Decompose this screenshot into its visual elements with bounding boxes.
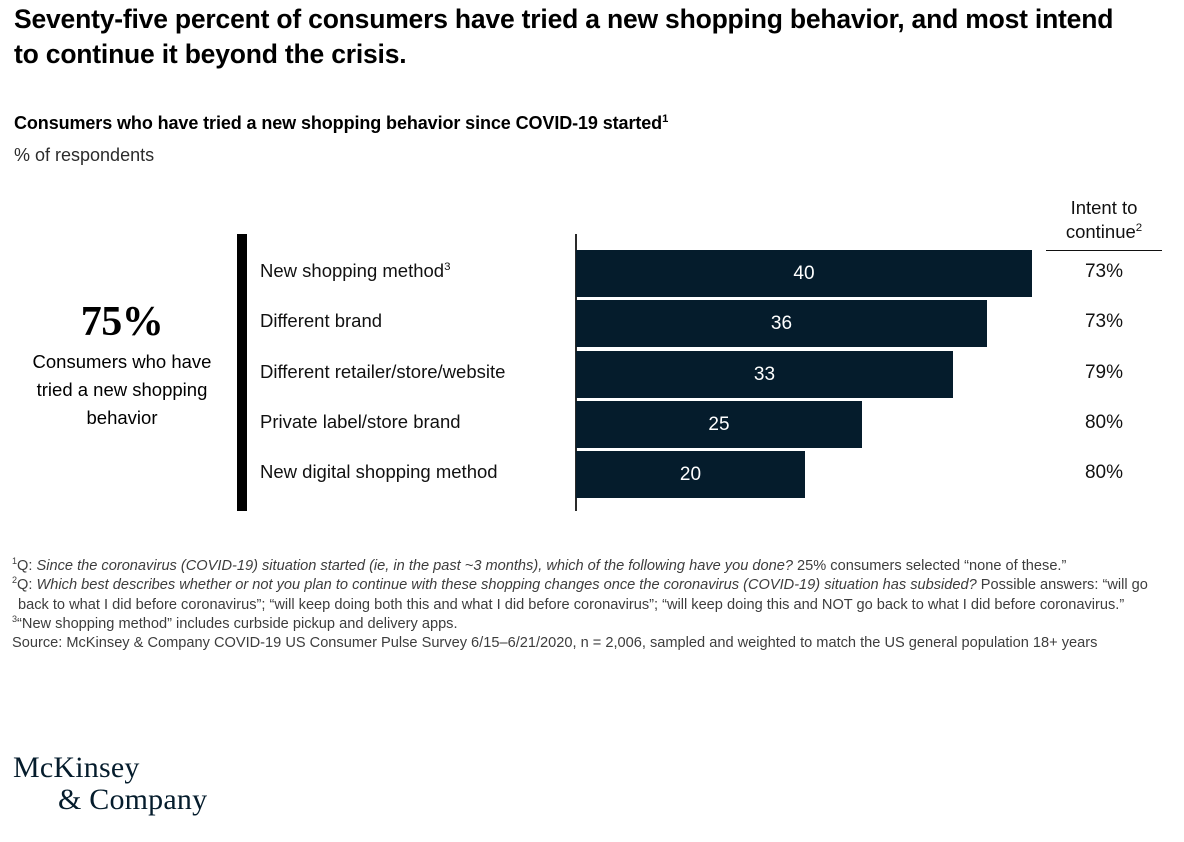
chart-units-label: % of respondents <box>14 145 155 165</box>
mckinsey-logo-line2: & Company <box>58 783 208 817</box>
intent-header-line2: continue <box>1065 221 1136 243</box>
intent-value-different-retailer: 79% <box>1084 362 1124 383</box>
bar-value-label: 33 <box>753 363 776 385</box>
footnote-2: 2Q: Which best describes whether or not … <box>12 576 1160 615</box>
bar-category-label: New shopping method3 <box>260 260 450 282</box>
intent-header-line1: Intent to <box>1070 197 1138 218</box>
stat-callout-description: Consumers who have tried a new shopping … <box>32 351 212 428</box>
mckinsey-logo-line1: McKinsey <box>13 751 140 784</box>
bar-category-label: Different brand <box>260 310 382 332</box>
intent-header-footnote-marker: 2 <box>1135 222 1143 235</box>
footnote-2-marker: 2 <box>12 575 18 586</box>
chart-subtitle-footnote-marker: 1 <box>662 113 669 125</box>
bar-category-text: New digital shopping method <box>260 461 498 482</box>
footnote-3: 3“New shopping method” includes curbside… <box>12 613 1160 634</box>
stat-callout-value: 75% <box>80 299 164 345</box>
footnote-1: 1Q: Since the coronavirus (COVID-19) sit… <box>12 557 1160 576</box>
bar-value-label: 25 <box>708 413 730 435</box>
chart-y-axis-line <box>575 234 577 511</box>
bar-category-text: New shopping method <box>260 260 445 281</box>
intent-value-new-shopping-method: 73% <box>1084 261 1124 282</box>
footnote-2-tail: Possible answers: “will go back to what … <box>18 577 1148 613</box>
bar-value-label: 40 <box>793 262 815 284</box>
footnote-source: Source: McKinsey & Company COVID-19 US C… <box>12 635 1098 651</box>
footnote-1-tail: 25% consumers selected “none of these.” <box>792 558 1067 574</box>
stat-callout: 75% Consumers who have tried a new shopp… <box>14 300 230 431</box>
bar-private-label[interactable]: 25 <box>576 401 862 448</box>
bar-different-brand[interactable]: 36 <box>576 300 987 347</box>
bar-value-label: 20 <box>679 463 702 485</box>
bar-new-digital-shopping-method[interactable]: 20 <box>576 451 805 498</box>
footnote-3-marker: 3 <box>12 613 18 624</box>
bar-category-text: Different retailer/store/website <box>260 361 506 382</box>
footnote-1-marker: 1 <box>12 556 18 567</box>
bar-category-text: Different brand <box>260 310 383 331</box>
bar-value-label: 36 <box>770 312 793 334</box>
footnote-2-question: Which best describes whether or not you … <box>36 577 977 594</box>
intent-value-different-brand: 73% <box>1084 311 1124 332</box>
footnote-2-lead: Q: <box>17 577 37 594</box>
intent-value-new-digital-shopping-method: 80% <box>1084 462 1124 483</box>
footnote-3-text: “New shopping method” includes curbside … <box>17 615 458 632</box>
bar-category-label: Private label/store brand <box>260 411 461 433</box>
bar-category-label: Different retailer/store/website <box>260 361 505 383</box>
page-headline: Seventy-five percent of consumers have t… <box>14 4 1114 70</box>
bar-category-label: New digital shopping method <box>260 461 498 483</box>
mckinsey-logo: McKinsey & Company <box>13 751 208 817</box>
footnote-1-lead: Q: <box>17 558 37 574</box>
footnote-1-question: Since the coronavirus (COVID-19) situati… <box>36 558 793 574</box>
horizontal-bar-chart: New shopping method3 40 73% Different br… <box>260 196 1162 511</box>
intent-value-private-label: 80% <box>1084 412 1124 433</box>
bar-category-text: Private label/store brand <box>260 411 461 432</box>
bar-category-footnote-marker: 3 <box>444 260 451 273</box>
bar-different-retailer[interactable]: 33 <box>576 351 953 398</box>
vertical-divider-rule <box>237 234 247 511</box>
bar-new-shopping-method[interactable]: 40 <box>576 250 1032 297</box>
chart-subtitle: Consumers who have tried a new shopping … <box>14 113 668 134</box>
intent-to-continue-column-header: Intent to continue2 <box>1046 196 1162 251</box>
footnotes-block: 1Q: Since the coronavirus (COVID-19) sit… <box>12 557 1160 653</box>
chart-subtitle-text: Consumers who have tried a new shopping … <box>14 113 663 133</box>
